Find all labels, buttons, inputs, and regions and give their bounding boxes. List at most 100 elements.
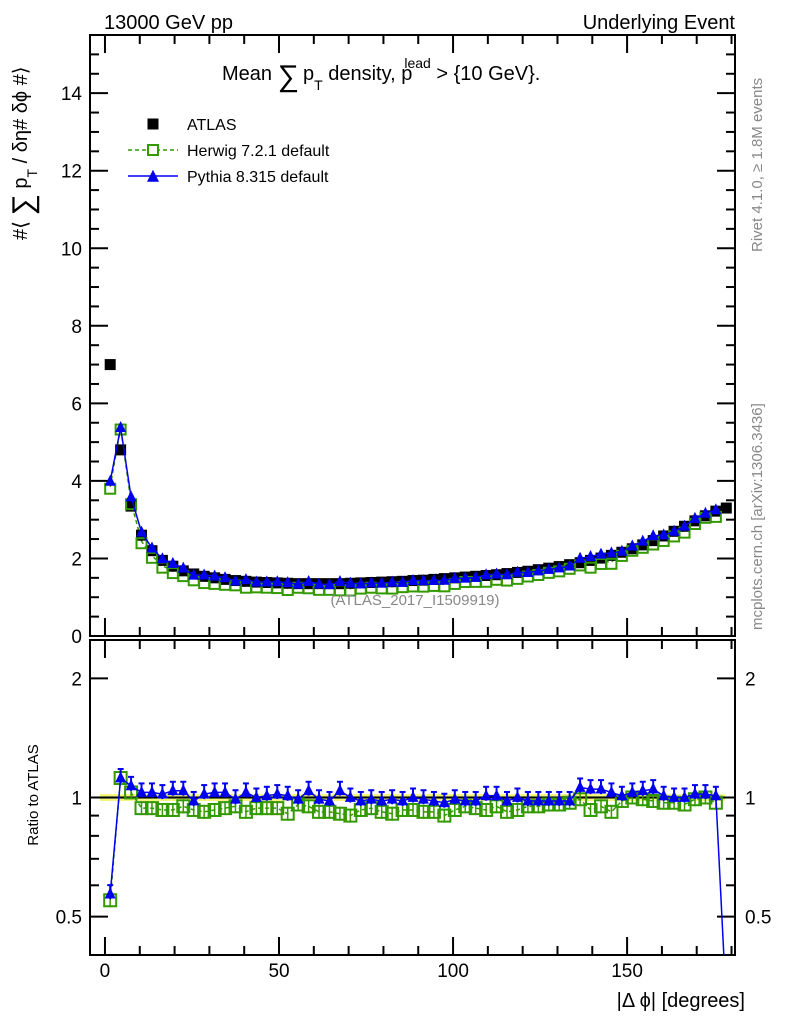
pythia-point (125, 490, 137, 502)
pythia-point (282, 576, 294, 588)
ratio-series (103, 768, 725, 955)
pythia-ratio-point (376, 794, 388, 806)
pythia-ratio-point (115, 771, 127, 783)
herwig-ratio-point (218, 801, 233, 816)
pythia-point (699, 506, 711, 518)
ratio-y-tick-label: 1 (71, 789, 82, 810)
pythia-ratio-point (313, 792, 325, 804)
legend-herwig-marker (147, 144, 159, 156)
y-tick-label: 6 (71, 394, 82, 415)
pythia-point (188, 568, 200, 580)
pythia-point (323, 578, 335, 590)
pythia-point (501, 568, 513, 580)
pythia-ratio-point (365, 792, 377, 804)
pythia-ratio-point (585, 782, 597, 794)
pythia-ratio-point (605, 785, 617, 797)
pythia-ratio-point (386, 792, 398, 804)
pythia-ratio-point (261, 789, 273, 801)
pythia-point (303, 574, 315, 586)
pythia-point (595, 547, 607, 559)
pythia-point (177, 561, 189, 573)
mcplots-credit: mcplots.cern.ch [arXiv:1306.3436] (749, 403, 766, 630)
pythia-point (616, 544, 628, 556)
pythia-point (564, 559, 576, 571)
pythia-point (438, 573, 450, 585)
pythia-ratio-point (480, 789, 492, 801)
x-tick-label: 150 (611, 961, 643, 982)
herwig-ratio-point (197, 804, 212, 819)
pythia-point (532, 564, 544, 576)
pythia-ratio-point (188, 794, 200, 806)
pythia-ratio-point (564, 794, 576, 806)
pythia-ratio-point (146, 785, 158, 797)
ratio-y-tick-label-right: 1 (745, 789, 756, 810)
pythia-ratio-point (292, 792, 304, 804)
pythia-point (219, 571, 231, 583)
pythia-point (668, 524, 680, 536)
y-tick-label: 8 (71, 317, 82, 338)
x-tick-label: 50 (268, 961, 289, 982)
pythia-ratio-point (219, 785, 231, 797)
herwig-ratio-point (165, 802, 180, 817)
pythia-point (417, 574, 429, 586)
pythia-point (658, 528, 670, 540)
pythia-ratio-point (574, 780, 586, 792)
pythia-point (313, 577, 325, 589)
pythia-point (198, 568, 210, 580)
pythia-ratio-point (125, 779, 137, 791)
pythia-ratio-point (156, 787, 168, 799)
pythia-ratio-point (271, 787, 283, 799)
pythia-ratio-point (355, 794, 367, 806)
pythia-ratio-point (167, 784, 179, 796)
pythia-point (543, 562, 555, 574)
herwig-ratio-point (385, 806, 400, 821)
pythia-ratio-point (417, 792, 429, 804)
legend-label: Pythia 8.315 default (187, 169, 329, 186)
pythia-point (522, 565, 534, 577)
pythia-ratio-point (334, 784, 346, 796)
pythia-ratio-point (710, 789, 722, 801)
pythia-point (209, 569, 221, 581)
atlas-point (104, 359, 116, 371)
pythia-point (574, 551, 586, 563)
herwig-ratio-point (238, 804, 253, 819)
pythia-point (397, 575, 409, 587)
pythia-ratio-point (229, 792, 241, 804)
pythia-point (407, 573, 419, 585)
legend: ATLAS Herwig 7.2.1 default Pythia 8.315 de… (128, 117, 330, 186)
pythia-point (365, 576, 377, 588)
ratio-y-tick-label-right: 2 (745, 669, 756, 690)
pythia-ratio-point (449, 792, 461, 804)
pythia-point (689, 511, 701, 523)
herwig-ratio-point (646, 793, 661, 808)
pythia-point (480, 568, 492, 580)
header-right: Underlying Event (583, 12, 736, 34)
pythia-point (261, 575, 273, 587)
y-tick-label: 0 (71, 627, 82, 648)
plot-title: Mean ∑ pT density, plead > {10 GeV}. (222, 55, 540, 93)
pythia-ratio-point (699, 787, 711, 799)
herwig-ratio-point (134, 801, 149, 816)
herwig-ratio-point (604, 804, 619, 819)
herwig-ratio-point (406, 802, 421, 817)
y-tick-label: 4 (71, 472, 82, 493)
rivet-info: Rivet 4.1.0, ≥ 1.8M events (749, 78, 766, 252)
pythia-ratio-point (240, 785, 252, 797)
pythia-ratio-point (104, 887, 116, 899)
pythia-point (271, 575, 283, 587)
pythia-ratio-point (177, 784, 189, 796)
pythia-point (250, 575, 262, 587)
y-tick-label: 2 (71, 549, 82, 570)
pythia-ratio-point (344, 790, 356, 802)
x-tick-label: 0 (100, 961, 111, 982)
herwig-ratio-point (207, 802, 222, 817)
pythia-point (240, 573, 252, 585)
ratio-y-tick-label: 2 (71, 669, 82, 690)
herwig-ratio-point (479, 802, 494, 817)
herwig-ratio-point (144, 801, 159, 816)
pythia-point (136, 525, 148, 537)
pythia-point (491, 567, 503, 579)
pythia-ratio-point (136, 785, 148, 797)
pythia-ratio-point (303, 784, 315, 796)
herwig-ratio-point (583, 802, 598, 817)
